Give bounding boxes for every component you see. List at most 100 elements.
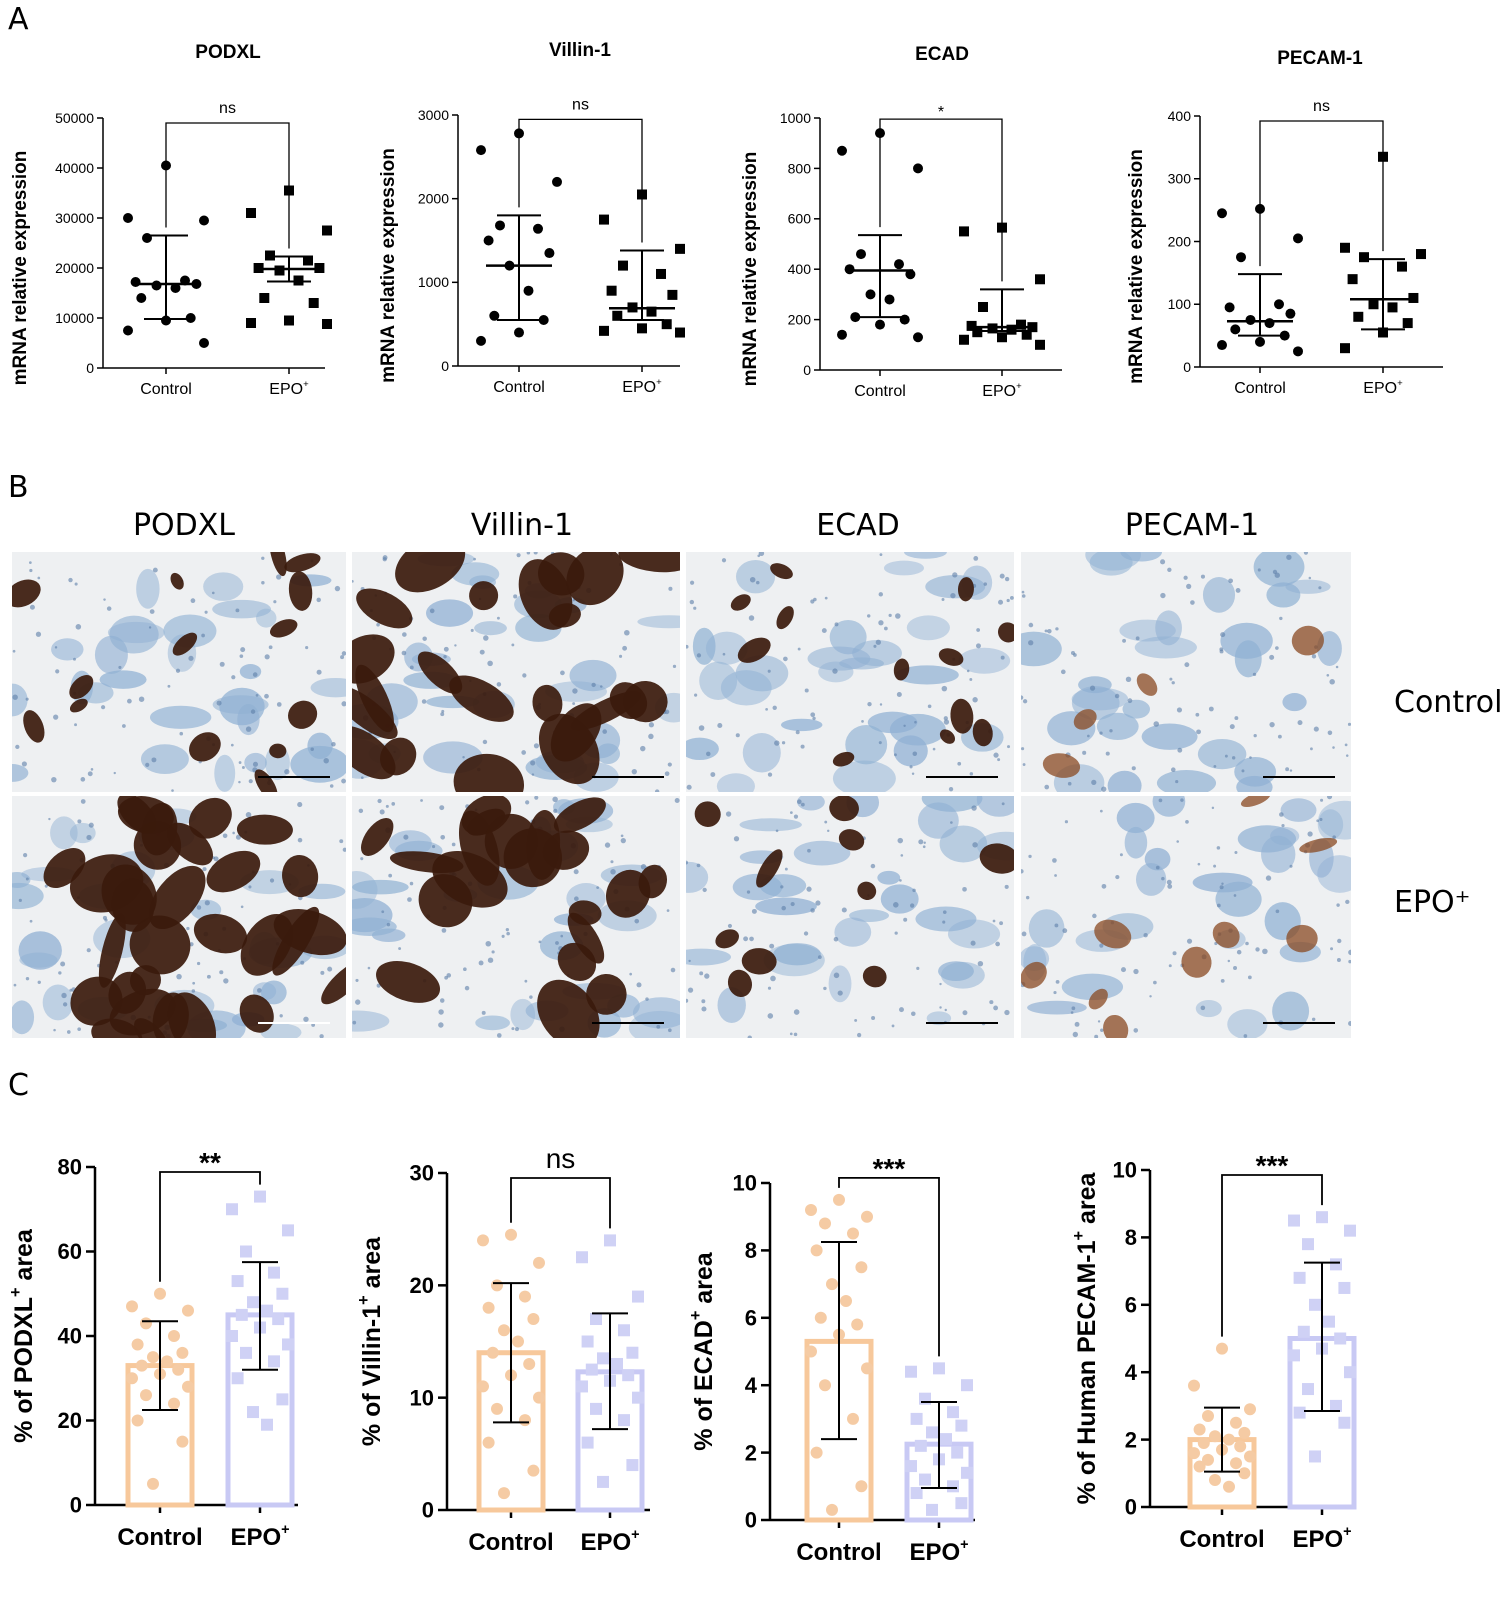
nucleus xyxy=(698,725,705,731)
tissue-structure xyxy=(939,825,988,863)
nucleus xyxy=(1172,951,1177,956)
nucleus xyxy=(833,972,840,979)
nucleus xyxy=(1348,1021,1351,1026)
significance-label: * xyxy=(938,104,944,121)
nucleus xyxy=(969,772,974,776)
nucleus xyxy=(250,709,256,714)
nucleus xyxy=(1289,769,1293,772)
data-point xyxy=(308,298,319,308)
nucleus xyxy=(1234,851,1238,855)
tissue-structure xyxy=(793,840,851,866)
nucleus xyxy=(342,847,346,852)
nucleus xyxy=(100,705,106,710)
significance-label: ns xyxy=(219,100,236,117)
stained-structure xyxy=(893,658,910,681)
nucleus xyxy=(204,610,208,614)
stained-structure xyxy=(950,698,974,734)
tissue-structure xyxy=(1122,699,1150,719)
nucleus xyxy=(216,700,222,706)
x-tick-label: EPO+ xyxy=(1363,378,1403,397)
data-point xyxy=(819,1217,831,1230)
nucleus xyxy=(1153,721,1160,727)
nucleus xyxy=(910,903,915,908)
data-point xyxy=(254,1190,266,1203)
nucleus xyxy=(431,844,436,849)
nucleus xyxy=(867,701,872,707)
data-point xyxy=(632,1290,644,1303)
nucleus xyxy=(341,778,346,784)
nucleus xyxy=(1168,964,1172,968)
nucleus xyxy=(939,982,942,986)
micrograph-column-title: PODXL xyxy=(132,508,236,543)
data-point xyxy=(826,1503,838,1516)
nucleus xyxy=(443,646,449,652)
micrograph-row-label-epo: EPO⁺ xyxy=(1394,885,1471,920)
nucleus xyxy=(327,966,333,972)
nucleus xyxy=(501,934,505,938)
tissue-structure xyxy=(880,884,919,914)
data-point xyxy=(538,314,549,325)
tissue-structure xyxy=(1317,809,1344,841)
nucleus xyxy=(857,1032,862,1038)
scale-bar xyxy=(258,1022,330,1024)
nucleus xyxy=(1281,824,1285,828)
x-tick-label: EPO+ xyxy=(230,1522,289,1551)
nucleus xyxy=(948,787,954,792)
nucleus xyxy=(297,802,303,808)
nucleus xyxy=(1114,693,1120,699)
stained-structure xyxy=(111,878,155,933)
nucleus xyxy=(420,799,423,802)
nucleus xyxy=(770,975,776,982)
nucleus xyxy=(473,557,476,561)
nucleus xyxy=(927,704,932,709)
data-point xyxy=(1216,1342,1228,1355)
nucleus xyxy=(1055,627,1059,631)
tissue-structure xyxy=(947,919,1001,949)
nucleus xyxy=(529,995,533,999)
data-point xyxy=(268,1266,280,1279)
stained-structure xyxy=(566,552,624,606)
nucleus xyxy=(1091,779,1097,785)
tissue-structure xyxy=(686,948,731,966)
data-point xyxy=(1316,1211,1328,1224)
nucleus xyxy=(151,757,157,763)
y-tick-label: 60 xyxy=(58,1239,82,1264)
data-point xyxy=(590,1313,602,1326)
nucleus xyxy=(976,628,981,632)
y-tick-label: 10 xyxy=(410,1385,434,1410)
ylabel-superscript: + xyxy=(355,1295,373,1305)
nucleus xyxy=(360,857,364,861)
tissue-structure xyxy=(1192,872,1253,893)
data-point xyxy=(926,1426,938,1439)
data-point xyxy=(1016,319,1026,330)
nucleus xyxy=(255,694,259,697)
nucleus xyxy=(1053,990,1057,995)
data-point xyxy=(123,325,133,336)
nucleus xyxy=(552,796,558,803)
nucleus xyxy=(999,921,1004,926)
nucleus xyxy=(895,613,901,619)
stained-structure xyxy=(715,929,739,949)
data-point xyxy=(599,214,609,225)
tissue-structure xyxy=(1195,999,1222,1018)
stained-structure xyxy=(269,619,298,638)
nucleus xyxy=(942,920,946,924)
stained-structure xyxy=(1240,796,1271,808)
nucleus xyxy=(871,1015,876,1020)
nucleus xyxy=(526,552,531,555)
nucleus xyxy=(192,981,196,985)
nucleus xyxy=(54,646,58,649)
nucleus xyxy=(379,809,385,815)
data-point xyxy=(261,1304,273,1317)
nucleus xyxy=(252,672,258,677)
tissue-structure xyxy=(877,870,901,885)
data-point xyxy=(126,1300,138,1313)
tissue-structure xyxy=(1096,712,1139,741)
nucleus xyxy=(596,886,600,890)
stained-structure xyxy=(376,960,441,1003)
micrograph-column-title: ECAD xyxy=(816,508,900,543)
data-point xyxy=(1217,208,1227,219)
tissue-structure xyxy=(832,760,896,792)
data-point xyxy=(837,145,847,156)
stained-structure xyxy=(23,710,45,743)
